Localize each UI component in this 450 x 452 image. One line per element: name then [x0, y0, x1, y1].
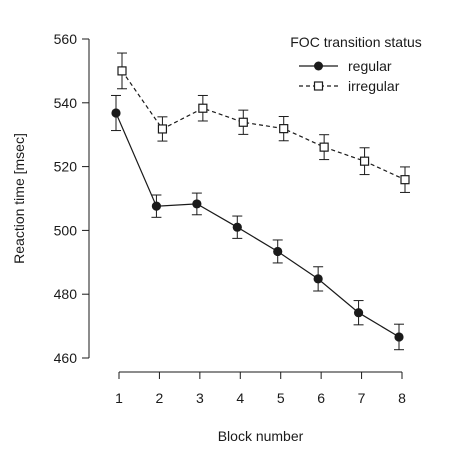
data-point-irregular — [198, 103, 208, 113]
y-tick-label: 560 — [54, 31, 78, 47]
legend-marker-regular — [314, 61, 323, 71]
data-point-irregular — [279, 124, 289, 134]
y-tick-label: 520 — [54, 159, 78, 175]
x-tick-label: 8 — [398, 390, 406, 406]
axes: 460 480 500 520 540 560 1 2 3 4 5 6 7 8 Block number Re… — [11, 31, 406, 444]
data-point-irregular — [319, 142, 329, 152]
y-axis-title: Reaction time [msec] — [11, 133, 27, 264]
data-point-regular — [111, 108, 121, 118]
data-point-regular — [192, 199, 202, 209]
data-point-irregular — [359, 156, 370, 166]
y-tick-label: 540 — [54, 95, 78, 111]
y-tick-label: 480 — [54, 286, 78, 302]
series-layer — [111, 52, 410, 351]
x-tick-label: 7 — [358, 390, 366, 406]
x-tick-label: 2 — [156, 390, 164, 406]
x-tick-label: 6 — [317, 390, 325, 406]
data-point-regular — [394, 332, 404, 342]
data-point-regular — [232, 222, 242, 232]
series-regular — [111, 94, 404, 351]
x-tick-label: 5 — [277, 390, 285, 406]
series-line-irregular — [121, 70, 406, 181]
data-point-regular — [353, 308, 364, 318]
legend-marker-irregular — [313, 81, 324, 91]
data-point-regular — [313, 274, 323, 284]
x-axis-title: Block number — [218, 428, 304, 444]
series-irregular — [117, 52, 410, 193]
series-line-regular — [115, 112, 400, 338]
legend-label-irregular: irregular — [348, 78, 400, 94]
legend-entry-irregular: irregular — [299, 78, 400, 94]
data-point-regular — [273, 246, 283, 257]
data-point-regular — [151, 201, 162, 211]
data-point-irregular — [400, 175, 410, 185]
x-tick-label: 3 — [196, 390, 204, 406]
legend-title: FOC transition status — [290, 34, 422, 50]
legend: FOC transition status regular irregular — [290, 34, 422, 94]
data-point-irregular — [157, 124, 168, 134]
y-tick-label: 460 — [54, 350, 78, 366]
legend-entry-regular: regular — [299, 58, 392, 74]
data-point-irregular — [238, 117, 248, 127]
x-tick-label: 4 — [236, 390, 244, 406]
legend-label-regular: regular — [348, 58, 392, 74]
data-point-irregular — [117, 66, 127, 76]
x-tick-label: 1 — [115, 390, 123, 406]
y-tick-label: 500 — [54, 222, 78, 238]
